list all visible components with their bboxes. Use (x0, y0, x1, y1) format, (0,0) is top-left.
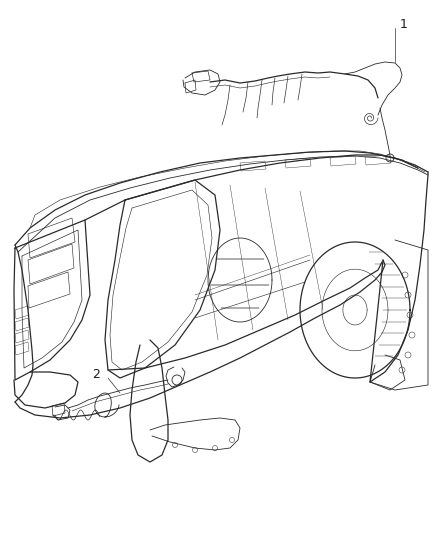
Text: 1: 1 (400, 19, 408, 31)
Text: 2: 2 (92, 368, 100, 382)
